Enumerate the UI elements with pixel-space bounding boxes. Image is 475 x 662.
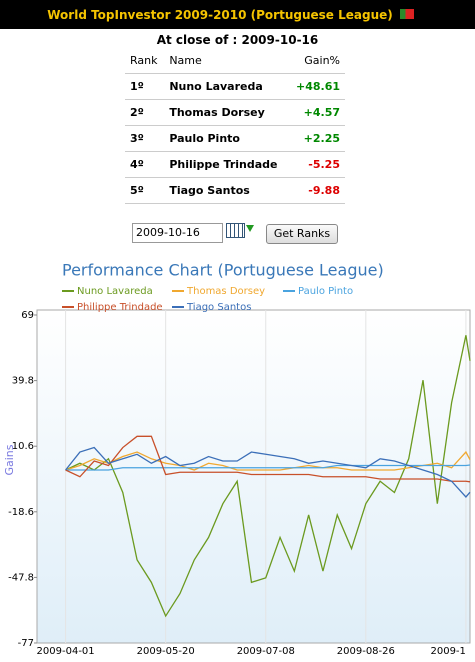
date-input[interactable]: 2009-10-16 (132, 223, 223, 243)
series-line (65, 464, 471, 471)
gain: +4.57 (288, 99, 345, 126)
column-header: Gain% (288, 48, 345, 74)
x-tick-label: 2009-04-01 (37, 646, 95, 657)
name: Nuno Lavareda (164, 73, 289, 100)
y-tick-label: 10.6 (12, 441, 34, 452)
gain: -5.25 (288, 151, 345, 178)
rank: 5º (125, 177, 165, 204)
series-line (65, 335, 471, 618)
chart-title: Performance Chart (Portuguese League) (62, 261, 384, 280)
legend-label: Nuno Lavareda (77, 286, 153, 297)
gain: +48.61 (288, 73, 345, 100)
header-row: Rank Name Gain% (125, 48, 345, 74)
dropdown-arrow[interactable] (246, 225, 254, 232)
gain: +2.25 (288, 125, 345, 152)
rank: 4º (125, 151, 165, 178)
rank-table: Rank Name Gain% 1º Nuno Lavareda +48.61 2º Thom… (125, 48, 345, 204)
y-tick-label: 39.8 (12, 376, 34, 387)
table-row: 3º Paulo Pinto +2.25 (125, 125, 345, 152)
x-tick-label: 2009-07-08 (237, 646, 295, 657)
table-row: 4º Philippe Trindade -5.25 (125, 151, 345, 178)
rank: 1º (125, 73, 165, 100)
name: Tiago Santos (164, 177, 289, 204)
gain: -9.88 (288, 177, 345, 204)
table-row: 5º Tiago Santos -9.88 (125, 177, 345, 204)
y-axis-label: Gains (3, 444, 16, 475)
flag-icon (400, 9, 414, 19)
column-header: Name (164, 48, 289, 74)
y-tick-label: -18.6 (8, 507, 34, 518)
y-tick-label: -77 (18, 638, 34, 649)
legend-label: Philippe Trindade (77, 302, 163, 313)
y-tick-label: -47.8 (8, 572, 34, 583)
rank: 2º (125, 99, 165, 126)
header-bar (0, 0, 475, 29)
legend-label: Thomas Dorsey (186, 286, 265, 297)
header-title: World TopInvestor 2009-2010 (Portuguese … (47, 8, 393, 22)
name: Paulo Pinto (164, 125, 289, 152)
series-line (65, 446, 471, 498)
name: Thomas Dorsey (164, 99, 289, 126)
series-line (65, 435, 471, 483)
column-header: Rank (125, 48, 165, 74)
get-ranks-button[interactable]: Get Ranks (266, 224, 338, 244)
x-tick-label: 2009-05-20 (137, 646, 195, 657)
plot-area (36, 309, 471, 644)
table-row: 1º Nuno Lavareda +48.61 (125, 73, 345, 100)
x-tick-label: 2009-1 (430, 646, 465, 657)
series-line (65, 450, 471, 471)
calendar-icon[interactable] (226, 223, 245, 238)
x-tick-label: 2009-08-26 (337, 646, 395, 657)
name: Philippe Trindade (164, 151, 289, 178)
table-row: 2º Thomas Dorsey +4.57 (125, 99, 345, 126)
y-tick-label: 69 (21, 310, 34, 321)
legend-label: Paulo Pinto (298, 286, 353, 297)
subtitle: At close of : 2009-10-16 (156, 33, 319, 47)
rank: 3º (125, 125, 165, 152)
legend-label: Tiago Santos (186, 302, 251, 313)
